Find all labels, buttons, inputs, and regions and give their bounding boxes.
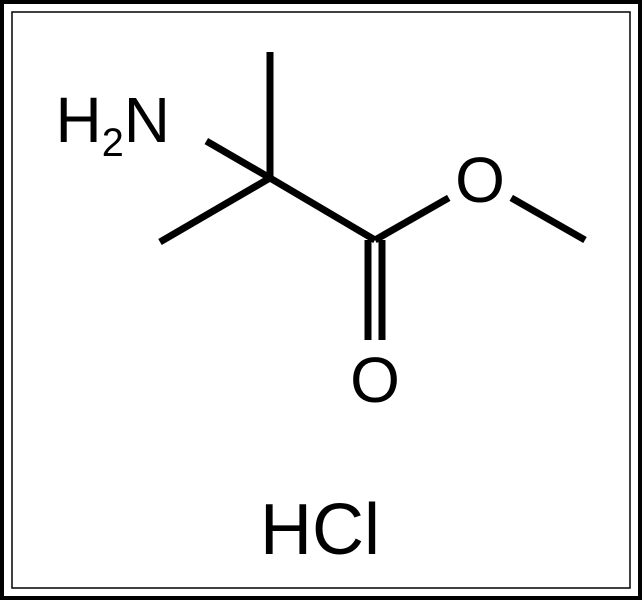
atom-label-o_sgl: O xyxy=(455,148,505,212)
atom-label-n: H2N xyxy=(55,88,170,152)
atom-label-o_dbl: O xyxy=(350,348,400,412)
chemical-structure-diagram: H2N O O HCl xyxy=(0,0,642,600)
salt-label: HCl xyxy=(260,494,380,566)
